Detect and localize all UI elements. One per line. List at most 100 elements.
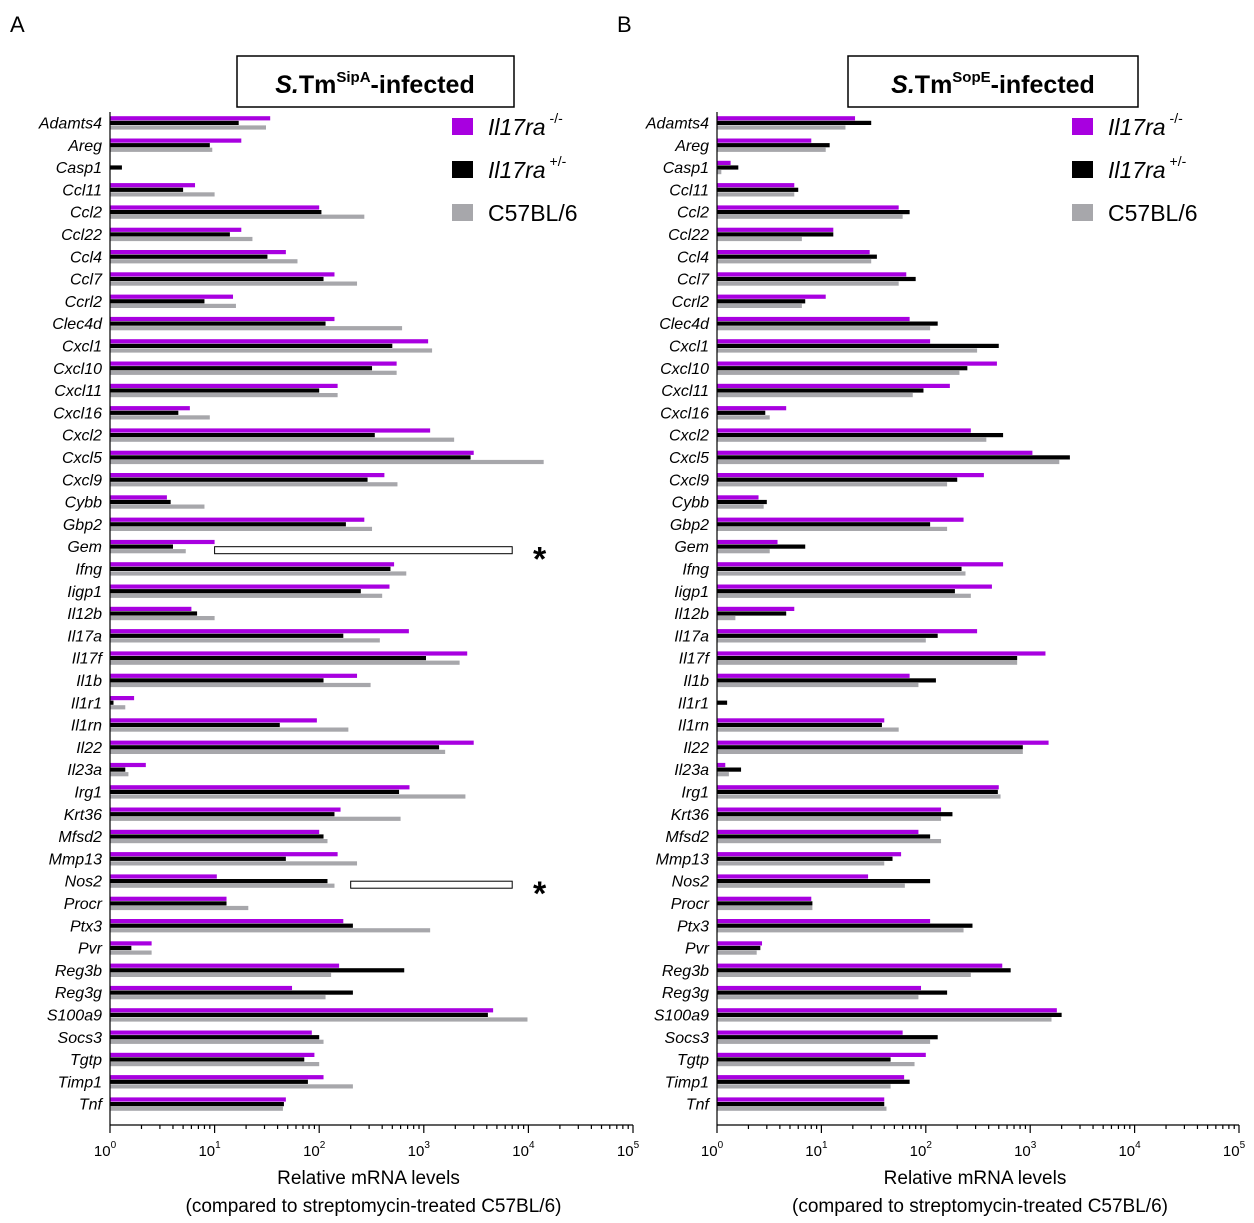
title-suffix: -infected [371,71,475,99]
bar-b-procr-s1 [717,896,812,901]
gene-label-cxcl11: Cxcl11 [54,383,102,400]
bar-a-irg1-s2 [110,789,400,794]
bar-b-cxcl9-s1 [717,473,984,478]
legend-label-superscript: -/- [550,110,564,126]
bar-a-pvr-s1 [110,941,152,946]
bar-b-ccrl2-s3 [717,303,802,308]
bar-a-iigp1-s1 [110,584,390,589]
bar-a-il1rn-s2 [110,722,280,728]
bar-b-cxcl1-s3 [717,348,978,353]
bar-b-mfsd2-s2 [717,834,931,839]
bar-b-krt36-s2 [717,812,953,817]
bar-b-cxcl5-s1 [717,450,1033,455]
x-tick-label: 102 [910,1140,933,1160]
gene-label-ccl2: Ccl2 [70,205,102,222]
legend: Il17ra -/- Il17ra +/- C57BL/6 [1072,110,1198,226]
x-tick-exponent: 2 [926,1140,932,1151]
bar-b-il1rn-s2 [717,722,882,728]
bar-b-ccrl2-s2 [717,299,806,304]
legend-label-1: Il17ra -/- [488,110,563,140]
legend-label-base: Il17ra [1108,157,1166,183]
gene-label-adamts4: Adamts4 [645,116,709,133]
bar-b-gem-s3 [717,549,770,554]
bar-b-ccl4-s2 [717,254,877,259]
bar-b-ccl7-s3 [717,281,899,286]
bar-a-cxcl2-s1 [110,428,431,433]
bar-a-ccl11-s3 [110,192,215,197]
gene-label-cxcl1: Cxcl1 [669,339,709,356]
gene-label-gbp2: Gbp2 [670,517,709,534]
bar-b-pvr-s2 [717,945,761,951]
bar-a-adamts4-s3 [110,125,266,130]
gene-label-cybb: Cybb [672,495,709,512]
bar-a-cxcl10-s3 [110,370,397,375]
bar-b-socs3-s1 [717,1030,903,1035]
gene-label-timp1: Timp1 [665,1074,709,1091]
bar-b-s100a9-s2 [717,1012,1062,1017]
bar-b-mmp13-s3 [717,861,885,866]
bar-a-il1r1-s3 [110,705,126,710]
bar-a-tnf-s2 [110,1102,284,1107]
legend-label-superscript: +/- [1170,153,1187,169]
bar-a-areg-s2 [110,143,210,148]
bar-a-procr-s1 [110,896,227,901]
bar-b-il23a-s1 [717,762,726,768]
bar-b-il22-s2 [717,745,1023,750]
legend-swatch-2 [1072,161,1093,178]
gene-label-cxcl2: Cxcl2 [669,428,709,445]
gene-label-il12b: Il12b [674,606,709,623]
x-tick-exponent: 3 [1031,1140,1037,1151]
bar-a-cxcl11-s2 [110,388,320,393]
bar-b-il17a-s3 [717,638,926,643]
bar-a-cybb-s3 [110,504,205,509]
bar-b-il22-s3 [717,749,1023,754]
gene-label-ccl22: Ccl22 [61,227,102,244]
bar-b-cxcl9-s2 [717,477,958,482]
gene-label-tgtp: Tgtp [70,1052,102,1069]
legend-swatch-3 [1072,204,1093,221]
bar-a-il1r1-s1 [110,696,135,701]
gene-label-il1r1: Il1r1 [71,695,102,712]
gene-label-casp1: Casp1 [56,160,102,177]
gene-label-cxcl1: Cxcl1 [62,339,102,356]
bar-a-il1rn-s1 [110,718,317,723]
x-axis-label: Relative mRNA levels [884,1168,1067,1189]
x-tick-exponent: 4 [529,1140,535,1151]
bar-b-casp1-s1 [717,160,731,165]
gene-label-ccl22: Ccl22 [668,227,709,244]
bar-b-cybb-s1 [717,495,759,500]
bar-a-cxcl2-s3 [110,437,455,442]
bar-b-ifng-s2 [717,566,962,571]
bar-a-mmp13-s2 [110,856,286,861]
title-italic: S. [891,71,915,99]
bar-b-cybb-s3 [717,504,764,509]
bar-b-ptx3-s3 [717,928,964,933]
gene-label-pvr: Pvr [78,941,103,958]
x-tick-base: 10 [1223,1143,1240,1160]
bar-a-ptx3-s1 [110,919,344,924]
legend: Il17ra -/- Il17ra +/- C57BL/6 [452,110,578,226]
bar-b-gbp2-s2 [717,522,931,527]
bar-a-ccl2-s2 [110,210,322,215]
gene-label-nos2: Nos2 [672,874,709,891]
significance-bracket-gem [214,546,513,555]
bar-b-iigp1-s1 [717,584,992,589]
gene-label-il23a: Il23a [67,762,102,779]
bar-a-il1r1-s2 [110,700,114,705]
gene-label-cxcl9: Cxcl9 [62,472,102,489]
x-tick-exponent: 4 [1135,1140,1141,1151]
bar-a-nos2-s3 [110,883,335,888]
gene-label-reg3g: Reg3g [662,985,709,1002]
bar-a-socs3-s1 [110,1030,312,1035]
bar-a-il1b-s1 [110,673,358,678]
bar-a-procr-s3 [110,905,249,911]
bar-a-cxcl1-s2 [110,343,393,348]
bar-a-ccl4-s1 [110,250,286,255]
gene-label-krt36: Krt36 [64,807,102,824]
gene-label-casp1: Casp1 [663,160,709,177]
gene-label-clec4d: Clec4d [52,316,103,333]
bar-b-iigp1-s3 [717,593,971,598]
bar-b-il1b-s2 [717,678,936,683]
bar-a-il22-s2 [110,745,440,750]
gene-label-s100a9: S100a9 [654,1008,709,1025]
